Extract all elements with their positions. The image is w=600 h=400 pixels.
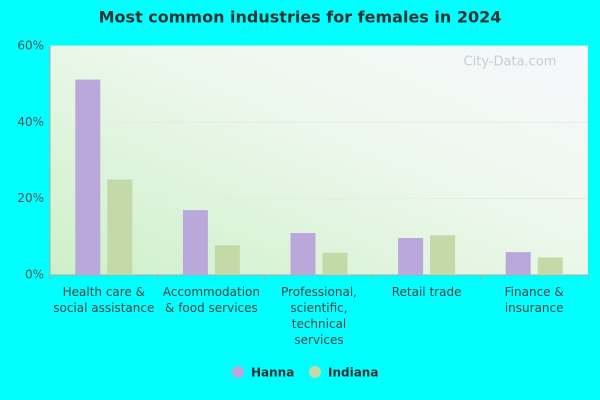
watermark: City-Data.com bbox=[464, 55, 557, 70]
bar bbox=[322, 252, 348, 275]
x-tick-label: Professional, scientific, technical serv… bbox=[281, 285, 357, 347]
bar bbox=[290, 233, 316, 275]
bar bbox=[505, 252, 531, 275]
chart-title: Most common industries for females in 20… bbox=[99, 8, 502, 27]
bar bbox=[182, 210, 208, 275]
bar bbox=[398, 237, 424, 275]
y-tick-label: 60% bbox=[17, 39, 44, 53]
bar bbox=[107, 179, 133, 275]
y-tick-label: 0% bbox=[25, 268, 44, 282]
plot-area bbox=[50, 46, 588, 275]
x-tick-label: Retail trade bbox=[391, 285, 462, 299]
bar bbox=[537, 257, 563, 275]
legend-swatch bbox=[232, 366, 244, 378]
y-tick-label: 20% bbox=[17, 191, 44, 205]
y-tick-label: 40% bbox=[17, 115, 44, 129]
x-tick-label: Health care & social assistance bbox=[53, 285, 155, 315]
legend-label: Hanna bbox=[251, 366, 294, 380]
legend-label: Indiana bbox=[328, 366, 378, 380]
bar bbox=[430, 235, 456, 275]
x-tick-label: Finance & insurance bbox=[504, 285, 564, 315]
bar bbox=[75, 79, 101, 275]
legend-swatch bbox=[309, 366, 321, 378]
bar bbox=[214, 245, 240, 275]
x-tick-label: Accommodation & food services bbox=[162, 285, 260, 315]
